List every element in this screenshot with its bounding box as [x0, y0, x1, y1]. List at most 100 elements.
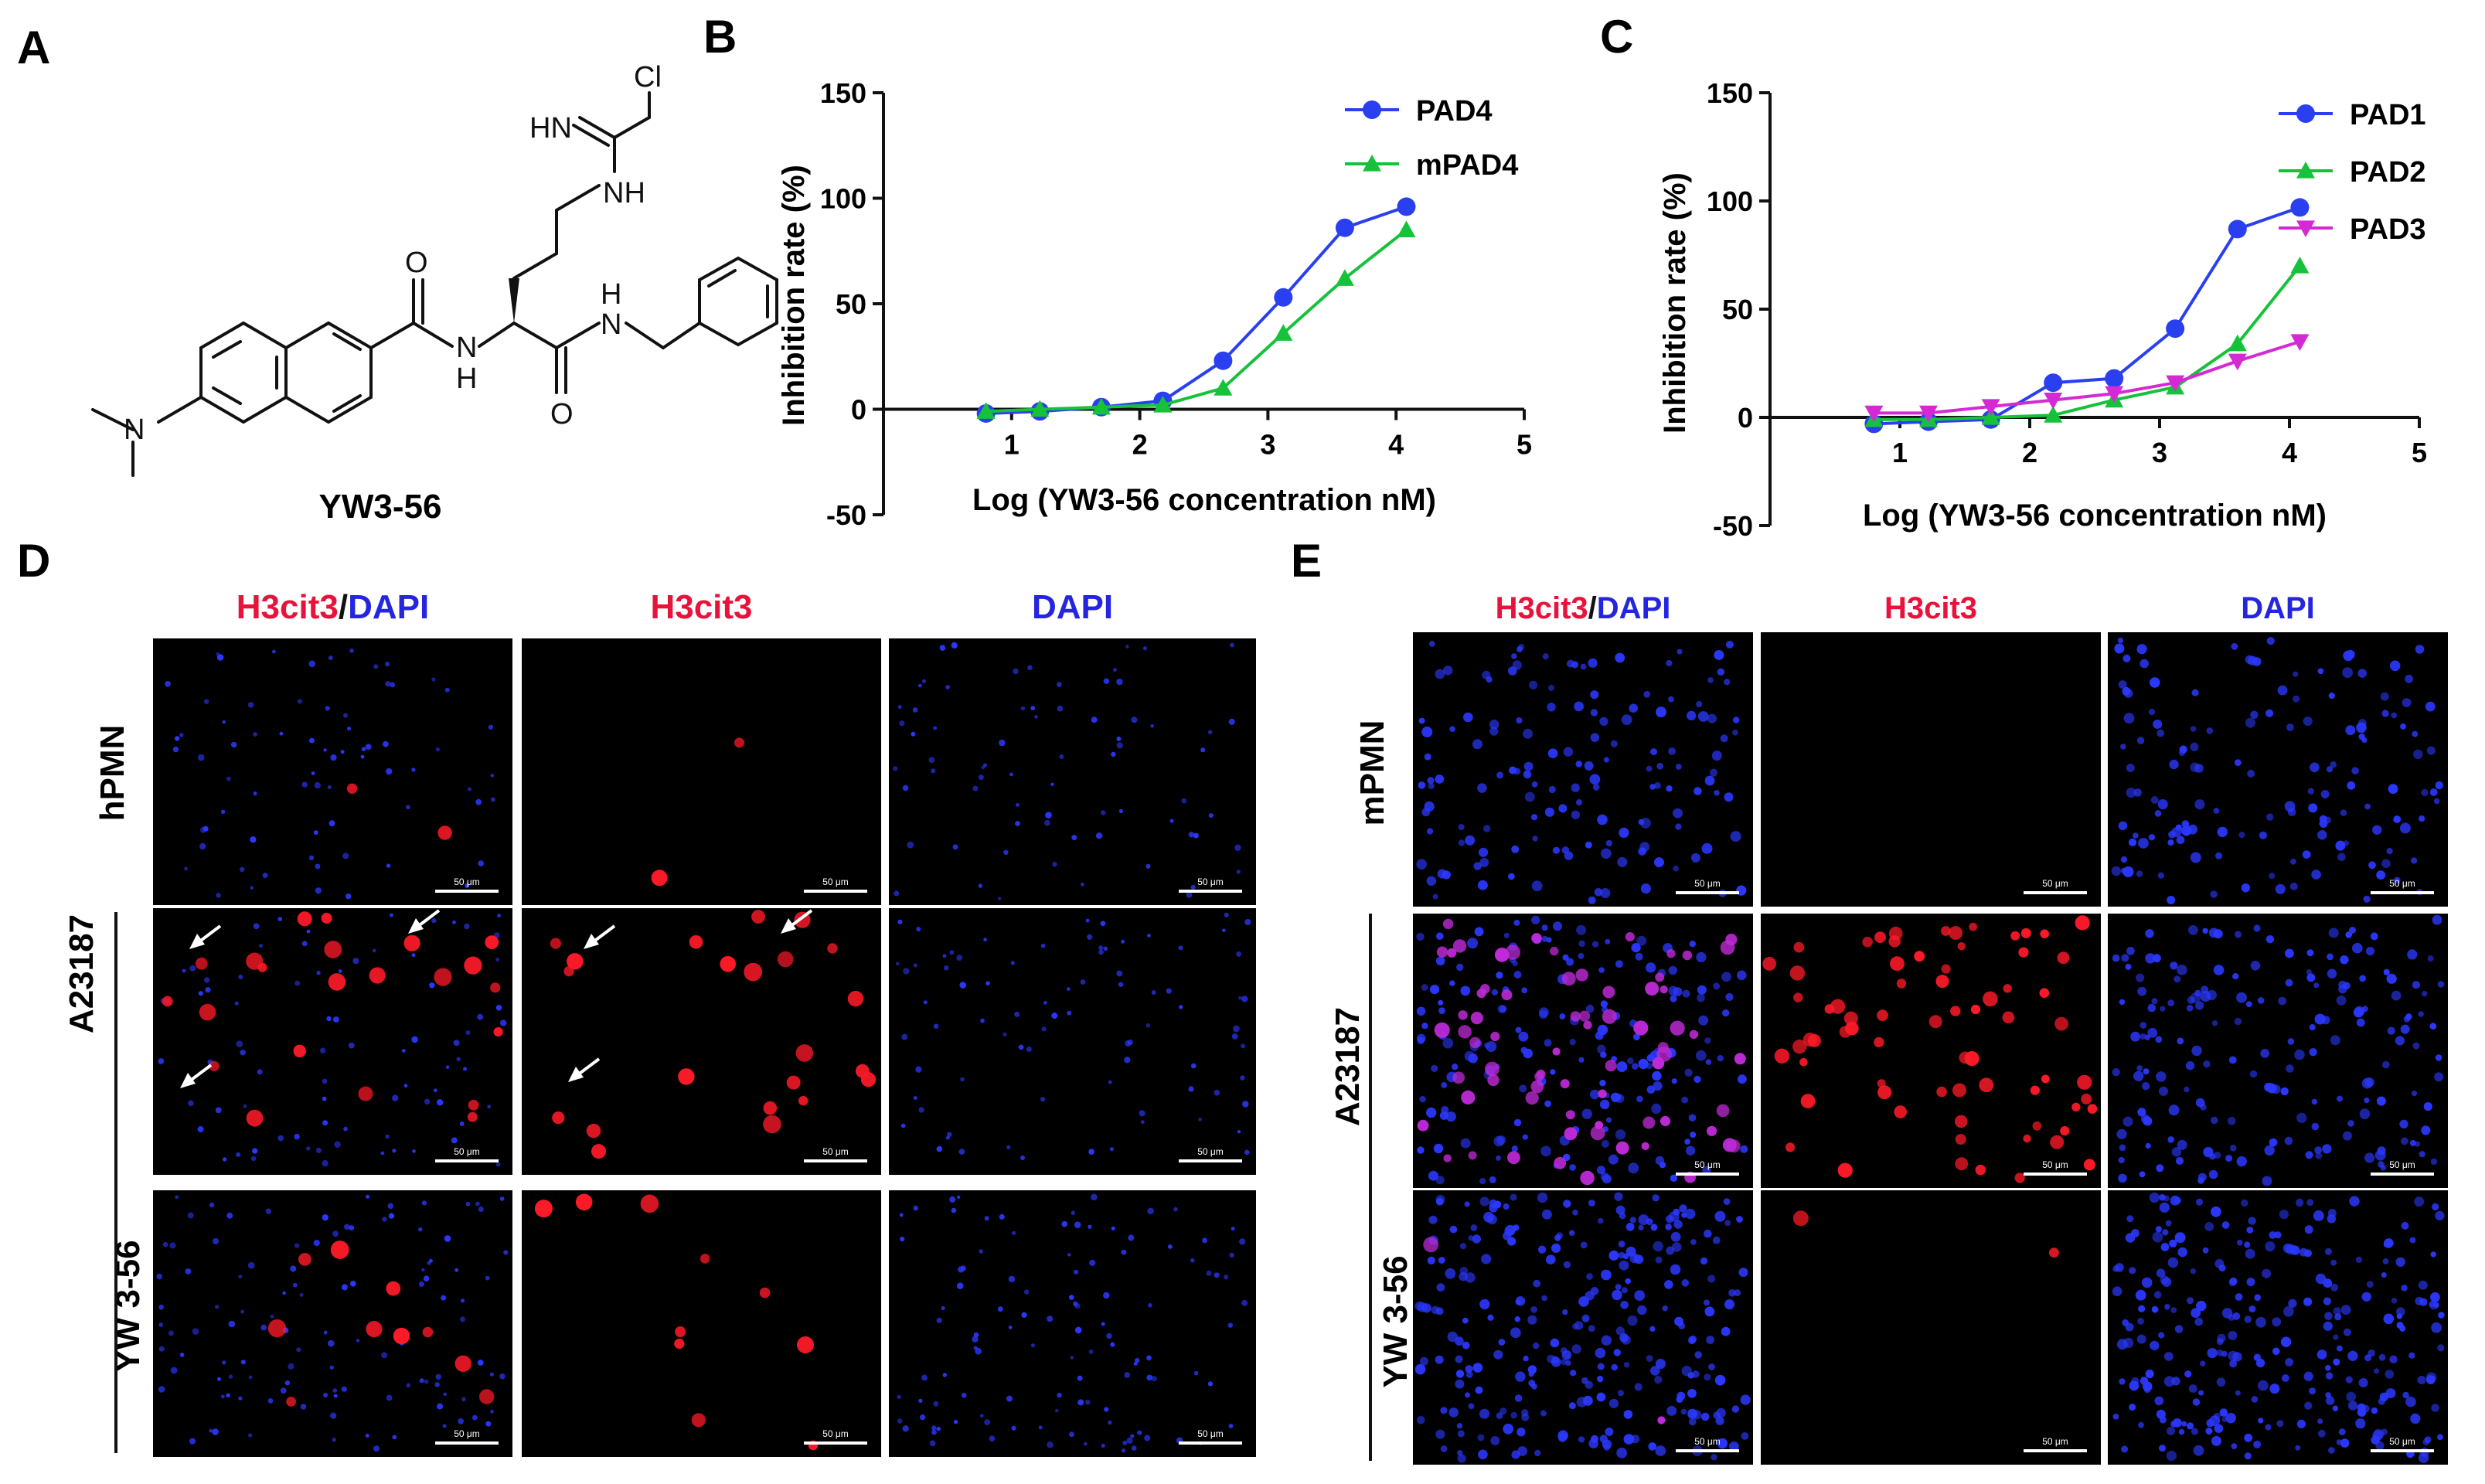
- legend-label-pad1: PAD1: [2350, 99, 2426, 131]
- nucleus-dot: [1738, 1268, 1748, 1278]
- nucleus-dot: [2216, 1350, 2224, 1356]
- nucleus-dot: [2138, 1421, 2145, 1428]
- nucleus-dot: [497, 914, 501, 918]
- nucleus-dot: [1558, 804, 1568, 813]
- nucleus-dot: [1505, 1224, 1516, 1236]
- nucleus-dot: [1472, 1363, 1483, 1373]
- micrograph-image: [522, 1190, 881, 1457]
- nucleus-dot: [1008, 1275, 1016, 1283]
- nucleus-dot: [1073, 1269, 1079, 1275]
- nucleus-dot: [2284, 801, 2296, 812]
- nucleus-dot: [2137, 1108, 2146, 1117]
- legend-label-pad2: PAD2: [2350, 156, 2426, 189]
- nucleus-dot: [2133, 832, 2139, 839]
- nucleus-dot: [1704, 1037, 1711, 1044]
- nucleus-dot: [2213, 1152, 2221, 1159]
- nucleus-dot: [1585, 1291, 1595, 1301]
- nucleus-dot: [418, 1281, 425, 1287]
- nucleus-dot: [1646, 765, 1653, 772]
- nucleus-dot: [1711, 751, 1722, 761]
- data-point-pad2: [2044, 406, 2063, 423]
- nucleus-dot: [1459, 1243, 1467, 1250]
- nucleus-dot: [1617, 1390, 1624, 1397]
- nucleus-dot: [1113, 668, 1117, 672]
- nucleus-dot: [2198, 1390, 2204, 1396]
- nucleus-dot: [1087, 934, 1093, 940]
- nucleus-dot: [2313, 1210, 2324, 1221]
- nucleus-dot: [984, 1216, 989, 1221]
- nucleus-dot: [1472, 739, 1482, 750]
- nucleus-dot: [1038, 1425, 1043, 1430]
- nucleus-dot: [294, 980, 301, 986]
- nucleus-dot: [1638, 819, 1645, 825]
- nucleus-dot: [2228, 1056, 2237, 1064]
- nucleus-dot: [1599, 1099, 1610, 1110]
- row-label: A23187: [63, 914, 100, 1033]
- nucleus-dot: [1496, 972, 1503, 979]
- panel-label-c: C: [1600, 11, 1633, 63]
- nucleus-dot: [1602, 1439, 1612, 1449]
- x-tick-label: 3: [1260, 429, 1275, 461]
- nucleus-dot: [1655, 1256, 1663, 1264]
- nucleus-dot: [1121, 1249, 1127, 1255]
- citrullinated-cell: [2010, 931, 2020, 941]
- citrullinated-cell: [1952, 1083, 1966, 1098]
- citrullinated-cell: [751, 910, 765, 924]
- nucleus-dot: [2359, 1108, 2371, 1119]
- x-axis-title: Log (YW3-56 concentration nM): [972, 483, 1436, 517]
- nucleus-dot: [1242, 1101, 1249, 1108]
- nucleus-dot: [2156, 1071, 2167, 1082]
- nucleus-dot: [299, 1292, 304, 1297]
- nucleus-dot: [2337, 1095, 2344, 1102]
- nucleus-dot: [1550, 1338, 1560, 1348]
- nucleus-dot: [956, 1282, 964, 1289]
- nucleus-dot: [2317, 1429, 2326, 1438]
- nucleus-dot: [175, 1195, 179, 1200]
- nucleus-dot: [2232, 1312, 2241, 1320]
- citrullinated-cell: [1575, 968, 1588, 982]
- nucleus-dot: [2340, 809, 2347, 816]
- nucleus-dot: [2126, 764, 2135, 772]
- nucleus-dot: [2262, 1176, 2272, 1186]
- nucleus-dot: [1512, 660, 1522, 670]
- nucleus-dot: [1542, 653, 1549, 660]
- nucleus-dot: [1522, 1134, 1528, 1140]
- nucleus-dot: [2153, 720, 2163, 729]
- nucleus-dot: [1041, 1026, 1047, 1032]
- nucleus-dot: [341, 1284, 348, 1291]
- nucleus-dot: [2118, 821, 2128, 831]
- nucleus-dot: [1144, 1435, 1151, 1441]
- nucleus-dot: [1518, 1031, 1529, 1042]
- naphthalene-ring-right: [284, 321, 373, 424]
- nucleus-dot: [1077, 1375, 1083, 1381]
- citrullinated-cell: [567, 953, 584, 970]
- nucleus-dot: [2435, 1210, 2445, 1220]
- nucleus-dot: [1014, 1011, 1020, 1017]
- nucleus-dot: [1585, 1004, 1595, 1013]
- nucleus-dot: [1717, 1055, 1724, 1062]
- nucleus-dot: [1417, 1036, 1425, 1045]
- nucleus-dot: [1452, 1064, 1459, 1070]
- nucleus-dot: [2419, 1452, 2429, 1463]
- nucleus-dot: [1040, 943, 1046, 948]
- nucleus-dot: [1509, 766, 1517, 774]
- nucleus-dot: [2186, 1004, 2194, 1012]
- nucleus-dot: [1665, 1224, 1673, 1230]
- nucleus-dot: [1680, 1408, 1687, 1415]
- nucleus-dot: [1707, 1275, 1716, 1283]
- citrullinated-cell: [293, 1044, 306, 1058]
- citrullinated-cell: [1959, 1051, 1972, 1064]
- nucleus-dot: [1496, 1412, 1503, 1419]
- y-axis-title: Inhibition rate (%): [1658, 172, 1692, 434]
- nucleus-dot: [2388, 784, 2398, 795]
- nucleus-dot: [2286, 1064, 2294, 1073]
- nucleus-dot: [2232, 973, 2239, 980]
- nucleus-dot: [322, 1120, 328, 1126]
- nucleus-dot: [1615, 652, 1625, 663]
- nucleus-dot: [2417, 1376, 2426, 1384]
- nucleus-dot: [1479, 1408, 1490, 1419]
- nucleus-dot: [2405, 675, 2414, 683]
- nucleus-dot: [1479, 1178, 1486, 1185]
- nucleus-dot: [1734, 1289, 1741, 1297]
